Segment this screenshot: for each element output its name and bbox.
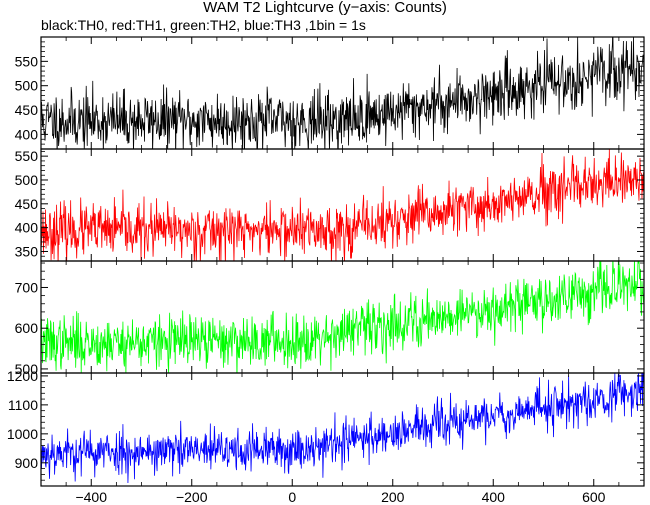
- chart-panels: 400 450 500 550 350 400 450 500 550 500 600 700 900 1…: [7, 36, 645, 505]
- y-tick-label: 350: [15, 243, 39, 259]
- chart-title: WAM T2 Lightcurve (y−axis: Counts): [203, 0, 447, 16]
- y-tick-label: 550: [15, 53, 39, 69]
- y-tick-label: 400: [15, 220, 39, 236]
- y-tick-label: 400: [15, 126, 39, 142]
- y-tick-label: 550: [15, 148, 39, 164]
- series-line-th2: [41, 261, 644, 373]
- x-tick-label: 0: [288, 489, 296, 505]
- y-tick-label: 1000: [7, 426, 38, 442]
- y-tick-label: 500: [15, 172, 39, 188]
- panel-th3: 900 1000 1100 1200: [7, 368, 645, 487]
- x-tick-label: 200: [381, 489, 405, 505]
- x-tick-label: 600: [582, 489, 606, 505]
- series-line-th1: [41, 149, 644, 261]
- y-tick-label: 450: [15, 196, 39, 212]
- y-tick-label: 600: [15, 320, 39, 336]
- y-tick-label: 1200: [7, 368, 38, 384]
- y-tick-label: 700: [15, 279, 39, 295]
- x-tick-label: −400: [75, 489, 107, 505]
- y-tick-label: 1100: [8, 397, 38, 413]
- x-tick-label: 400: [482, 489, 506, 505]
- x-tick-label: −200: [176, 489, 208, 505]
- series-line-th0: [41, 37, 644, 149]
- series-line-th3: [41, 373, 644, 483]
- y-tick-label: 450: [15, 102, 39, 118]
- chart-subtitle: black:TH0, red:TH1, green:TH2, blue:TH3 …: [41, 17, 366, 33]
- y-tick-label: 500: [15, 78, 39, 94]
- y-tick-label: 900: [15, 455, 39, 471]
- y-tick-label: 500: [15, 361, 39, 377]
